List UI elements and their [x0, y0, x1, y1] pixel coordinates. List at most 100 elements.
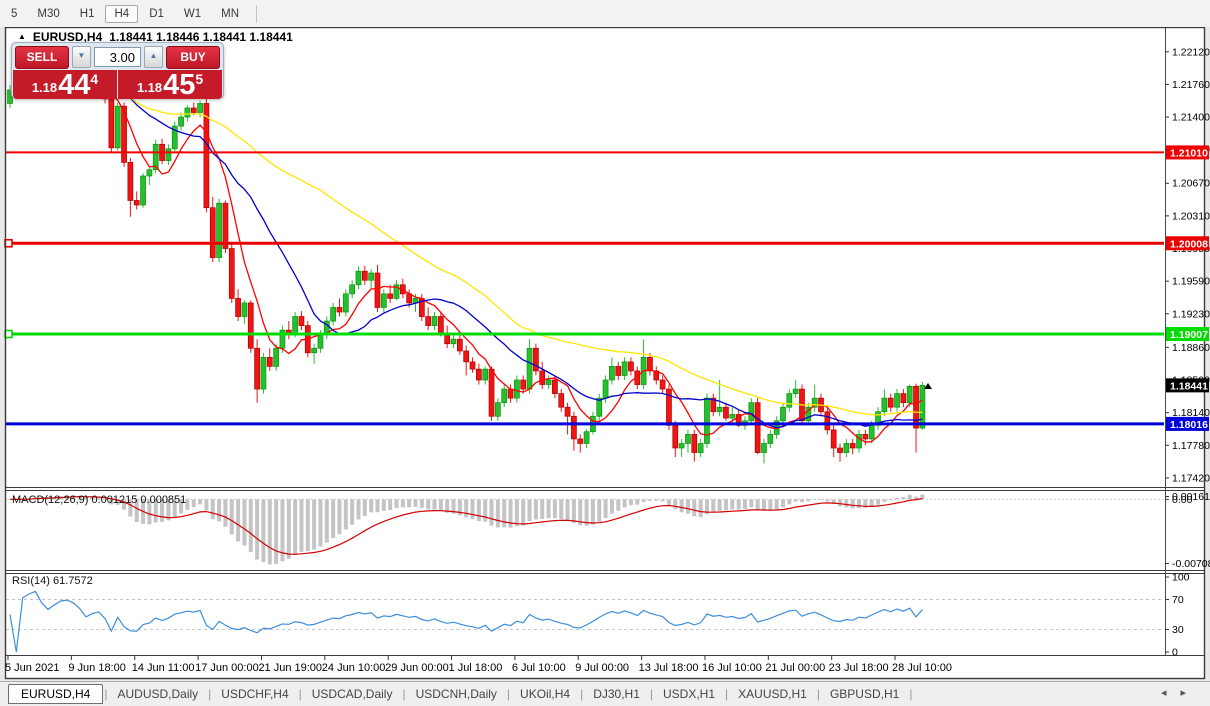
chart-tab-audusd[interactable]: AUDUSD,Daily: [117, 687, 199, 701]
moving-averages-layer: [9, 76, 923, 443]
svg-text:1.21010: 1.21010: [1170, 147, 1208, 159]
svg-text:1.22120: 1.22120: [1172, 46, 1210, 58]
buy-price-pip: 5: [195, 71, 204, 87]
chart-tab-eurusd[interactable]: EURUSD,H4: [8, 684, 104, 704]
price-label-1.20008: 1.20008: [1166, 236, 1209, 251]
buy-price-button[interactable]: 1.18 45 5: [118, 69, 222, 101]
tab-separator: |: [506, 687, 511, 701]
rsi-layer: [6, 590, 1164, 653]
svg-text:24 Jun 10:00: 24 Jun 10:00: [322, 662, 386, 674]
timeframe-button-d1[interactable]: D1: [149, 7, 164, 20]
buy-price-prefix: 1.18: [136, 80, 163, 95]
svg-text:9 Jun 18:00: 9 Jun 18:00: [68, 662, 126, 674]
svg-text:1 Jul 18:00: 1 Jul 18:00: [449, 662, 503, 674]
svg-text:-0.007088: -0.007088: [1172, 558, 1210, 570]
svg-text:9 Jul 00:00: 9 Jul 00:00: [575, 662, 629, 674]
collapse-panel-icon[interactable]: ▲: [18, 31, 26, 41]
svg-text:1.19590: 1.19590: [1172, 276, 1210, 288]
svg-text:1.20008: 1.20008: [1170, 238, 1208, 250]
chart-ohlc-quotes: 1.18441 1.18446 1.18441 1.18441: [109, 30, 293, 44]
last-price-arrow-icon: [924, 383, 932, 389]
svg-text:28 Jul 10:00: 28 Jul 10:00: [892, 662, 952, 674]
tab-separator: |: [402, 687, 406, 701]
chart-window-border: [4, 26, 1206, 680]
volume-decrease-button[interactable]: ▼: [72, 46, 91, 68]
price-label-1.18016: 1.18016: [1166, 416, 1209, 431]
svg-text:17 Jun 00:00: 17 Jun 00:00: [195, 662, 259, 674]
svg-text:1.17780: 1.17780: [1172, 440, 1210, 452]
svg-text:70: 70: [1172, 594, 1184, 606]
svg-text:1.20310: 1.20310: [1172, 210, 1210, 222]
svg-text:1.18441: 1.18441: [1170, 380, 1208, 392]
sell-price-big: 44: [58, 69, 91, 101]
date-axis: 5 Jun 2021 9 Jun 18:00 14 Jun 11:00 17 Jun …: [5, 656, 952, 674]
svg-text:1.21760: 1.21760: [1172, 79, 1210, 91]
price-label-1.18441: 1.18441: [1166, 378, 1209, 393]
macd-indicator-label: MACD(12,26,9) 0.001215 0.000851: [12, 494, 186, 506]
sell-price-button[interactable]: 1.18 44 4: [13, 69, 117, 101]
svg-text:5 Jun 2021: 5 Jun 2021: [5, 662, 59, 674]
toolbar-separator: [256, 4, 258, 23]
tab-separator: |: [104, 687, 108, 701]
chart-tab-bar: EURUSD,H4 | AUDUSD,Daily | USDCHF,H4 | USDCAD,…: [0, 681, 1210, 706]
svg-text:1.18140: 1.18140: [1172, 407, 1210, 419]
sell-price-pip: 4: [90, 71, 99, 87]
buy-price-big: 45: [163, 69, 196, 101]
timeframe-button-w1[interactable]: W1: [183, 7, 202, 20]
timeframe-button-h1[interactable]: H1: [79, 7, 95, 20]
chart-tab-dj30[interactable]: DJ30,H1: [593, 687, 640, 701]
price-label-1.19007: 1.19007: [1166, 327, 1209, 342]
chart-tab-usdchf[interactable]: USDCHF,H4: [221, 687, 289, 701]
svg-text:13 Jul 18:00: 13 Jul 18:00: [639, 662, 699, 674]
chart-tab-ukoil[interactable]: UKOil,H4: [520, 687, 571, 701]
chart-tab-usdcnh[interactable]: USDCNH,Daily: [415, 687, 497, 701]
chart-symbol-header: ▲ EURUSD,H4 1.18441 1.18446 1.18441 1.18…: [18, 30, 293, 44]
svg-text:1.19007: 1.19007: [1170, 329, 1208, 341]
tab-separator: |: [298, 687, 302, 701]
svg-text:14 Jun 11:00: 14 Jun 11:00: [132, 662, 195, 674]
tab-separator: |: [208, 687, 212, 701]
sell-price-prefix: 1.18: [31, 80, 58, 95]
svg-text:1.21400: 1.21400: [1172, 112, 1210, 124]
sell-button[interactable]: SELL: [15, 45, 69, 69]
price-label-1.21010: 1.21010: [1166, 145, 1209, 160]
tab-scroll-right-icon[interactable]: ▸: [1180, 687, 1200, 699]
macd-layer: [6, 494, 1164, 565]
buy-button[interactable]: BUY: [166, 45, 220, 69]
svg-text:16 Jul 10:00: 16 Jul 10:00: [702, 662, 762, 674]
timeframe-button-mn[interactable]: MN: [221, 7, 240, 20]
volume-input[interactable]: [94, 47, 141, 67]
svg-text:1.17420: 1.17420: [1172, 472, 1210, 484]
chart-tab-gbpusd[interactable]: GBPUSD,H1: [829, 687, 900, 701]
volume-increase-button[interactable]: ▲: [144, 46, 163, 68]
chart-tab-xauusd[interactable]: XAUUSD,H1: [738, 687, 807, 701]
tab-separator: |: [580, 687, 584, 701]
timeframe-button-5[interactable]: 5: [11, 7, 18, 20]
svg-text:21 Jun 19:00: 21 Jun 19:00: [258, 662, 322, 674]
timeframe-button-m30[interactable]: M30: [37, 7, 60, 20]
price-axis: 1.221201.217601.214001.210401.206701.203…: [1165, 46, 1210, 659]
timeframe-button-h4[interactable]: H4: [105, 4, 139, 23]
tab-separator: |: [725, 687, 729, 701]
svg-text:0.00: 0.00: [1172, 494, 1193, 506]
timeframe-toolbar: 5 M30 H1 H4 D1 W1 MN: [0, 0, 1210, 27]
svg-text:1.20670: 1.20670: [1172, 178, 1210, 190]
svg-text:1.18016: 1.18016: [1170, 419, 1208, 431]
svg-text:0: 0: [1172, 647, 1178, 659]
rsi-indicator-label: RSI(14) 61.7572: [12, 575, 93, 587]
svg-text:1.19230: 1.19230: [1172, 308, 1210, 320]
tab-scroll-left-icon[interactable]: ◂: [1160, 687, 1181, 699]
svg-text:30: 30: [1172, 624, 1184, 636]
chart-tab-usdx[interactable]: USDX,H1: [663, 687, 716, 701]
svg-text:1.18860: 1.18860: [1172, 342, 1210, 354]
tab-separator: |: [816, 687, 820, 701]
one-click-trading-panel: SELL ▼ ▲ BUY 1.18 44 4 1.18 45 5: [11, 42, 224, 101]
chart-tab-usdcad[interactable]: USDCAD,Daily: [311, 687, 393, 701]
svg-text:0.00161: 0.00161: [1172, 491, 1210, 503]
chart-symbol-label: EURUSD,H4: [32, 30, 103, 44]
svg-text:21 Jul 00:00: 21 Jul 00:00: [765, 662, 825, 674]
tab-separator: |: [649, 687, 653, 701]
svg-text:29 Jun 00:00: 29 Jun 00:00: [385, 662, 449, 674]
tab-separator: |: [909, 687, 913, 701]
